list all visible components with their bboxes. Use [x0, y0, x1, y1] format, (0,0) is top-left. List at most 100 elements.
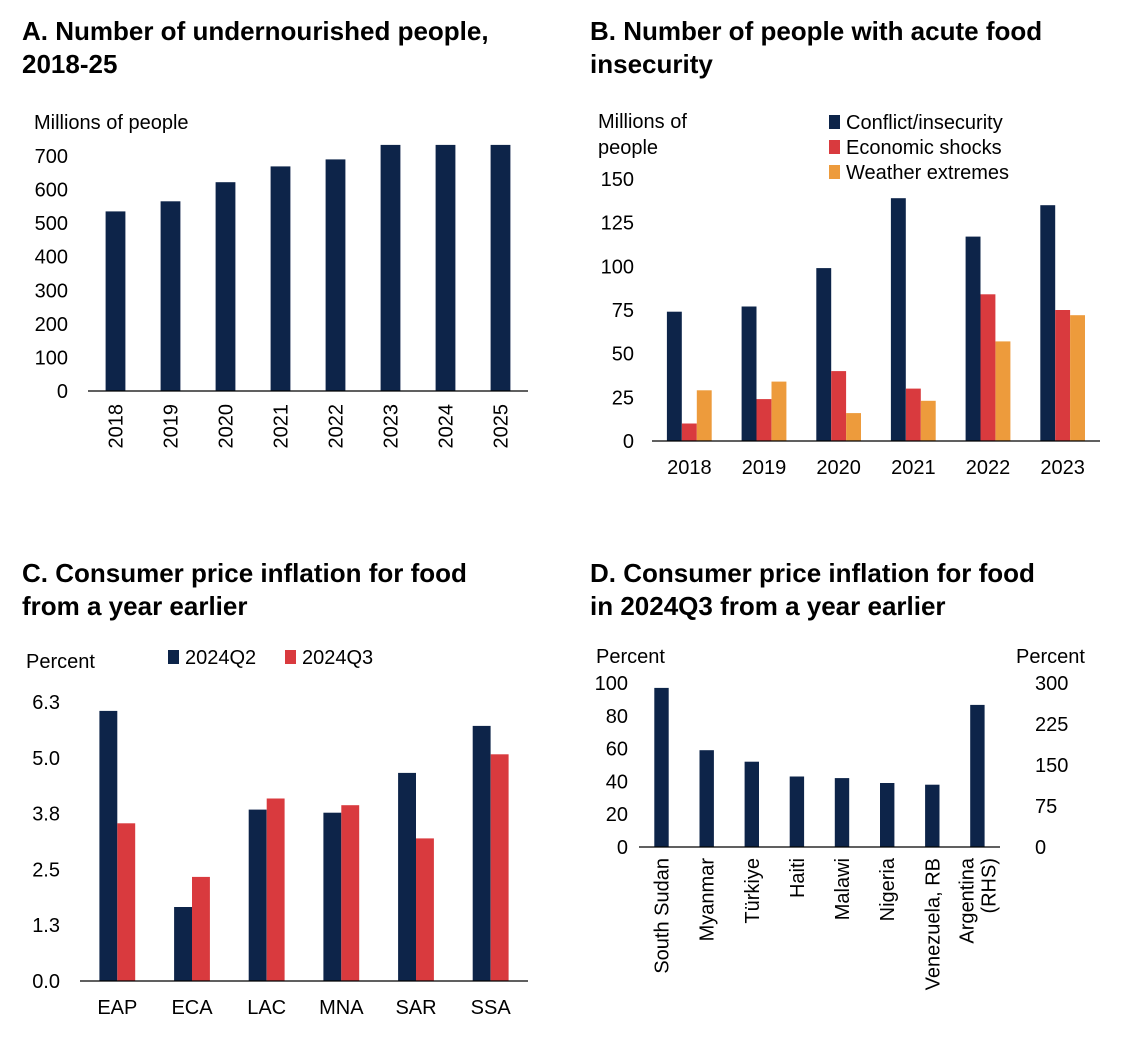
chart-c-category-label: ECA — [171, 997, 213, 1019]
chart-b-category-label: 2018 — [667, 457, 712, 479]
chart-a-bar — [435, 144, 456, 391]
chart-b-category-label: 2023 — [1040, 457, 1085, 479]
chart-b-bar — [1070, 315, 1085, 441]
chart-b-bar — [666, 311, 682, 441]
chart-d-ytick-right-label: 75 — [1035, 796, 1057, 818]
chart-b-bar — [756, 399, 772, 441]
chart-d-ytick-right-label: 150 — [1035, 755, 1068, 777]
chart-b-ylabel-line1: Millions of — [598, 111, 687, 133]
panel-a-title: A. Number of undernourished people, 2018… — [22, 15, 489, 81]
chart-b-bar — [816, 268, 832, 441]
panel-a-title-line2: 2018-25 — [22, 49, 118, 79]
chart-d-category-label: Venezuela, RB — [922, 858, 944, 990]
chart-b-bar — [995, 341, 1011, 441]
panel-b-title-line1: B. Number of people with acute food — [590, 16, 1043, 46]
panel-a-title-line1: A. Number of undernourished people, — [22, 16, 489, 46]
chart-d-category-label: Myanmar — [697, 858, 719, 942]
chart-a-ytick-label: 100 — [35, 347, 68, 369]
chart-a-category-label: 2025 — [491, 404, 513, 449]
chart-a-category-label: 2023 — [381, 404, 403, 449]
chart-d-category-label: (RHS) — [978, 858, 1000, 914]
chart-c-ytick-label: 5.0 — [32, 748, 60, 770]
chart-a-bar — [490, 144, 511, 391]
chart-b-bar — [831, 371, 847, 441]
chart-b-bar — [681, 423, 697, 441]
chart-d-ytick-right-label: 225 — [1035, 714, 1068, 736]
chart-d-category-label: Argentina — [956, 857, 978, 943]
chart-a-ytick-label: 700 — [35, 146, 68, 168]
chart-d-bar — [744, 761, 759, 847]
chart-d-category-label: Malawi — [832, 858, 854, 920]
chart-a-bar — [380, 144, 401, 391]
chart-c-legend-label: 2024Q3 — [302, 647, 373, 669]
chart-b-legend-swatch — [829, 115, 840, 129]
chart-b-ytick-label: 25 — [612, 387, 634, 409]
panel-b-title-line2: insecurity — [590, 49, 713, 79]
chart-a-category-label: 2020 — [216, 404, 238, 449]
chart-d-category-label: Türkiye — [742, 858, 764, 924]
chart-a-category-label: 2018 — [106, 404, 128, 449]
chart-b-ytick-label: 125 — [601, 213, 634, 235]
chart-c-legend-swatch — [285, 650, 296, 664]
chart-c-ylabel: Percent — [26, 651, 95, 673]
chart-c-ytick-label: 2.5 — [32, 859, 60, 881]
chart-d-ytick-right-label: 0 — [1035, 837, 1046, 859]
chart-d-ylabel-right: Percent — [1016, 646, 1085, 668]
panel-d-title: D. Consumer price inflation for food in … — [590, 557, 1035, 623]
chart-a-ytick-label: 600 — [35, 180, 68, 202]
chart-c-ytick-label: 0.0 — [32, 971, 60, 993]
chart-a-category-label: 2021 — [271, 404, 293, 449]
chart-a-bar — [325, 159, 346, 391]
chart-c-bar — [490, 754, 509, 981]
chart-d-ytick-label: 80 — [606, 706, 628, 728]
chart-a-category-label: 2022 — [326, 404, 348, 449]
chart-b-category-label: 2021 — [891, 457, 936, 479]
chart-b-ytick-label: 50 — [612, 344, 634, 366]
panel-d-title-line1: D. Consumer price inflation for food — [590, 558, 1035, 588]
chart-a-ytick-label: 400 — [35, 247, 68, 269]
chart-b-legend-label: Conflict/insecurity — [846, 112, 1003, 134]
chart-b-category-label: 2020 — [816, 457, 861, 479]
chart-d-ytick-label: 20 — [606, 804, 628, 826]
chart-b-bar — [771, 381, 787, 441]
chart-a-ytick-label: 500 — [35, 213, 68, 235]
chart-c-category-label: SSA — [471, 997, 512, 1019]
chart-c-bar — [174, 907, 192, 981]
chart-a-bar — [160, 201, 181, 391]
chart-d-bar — [970, 704, 985, 847]
chart-d-ytick-label: 60 — [606, 739, 628, 761]
chart-b-bar — [741, 306, 757, 441]
chart-b-bar — [980, 294, 996, 441]
chart-b-legend-label: Weather extremes — [846, 162, 1009, 184]
chart-c-bar — [341, 805, 360, 981]
chart-b-bar — [965, 236, 981, 441]
chart-b-legend-label: Economic shocks — [846, 137, 1002, 159]
chart-a-ytick-label: 200 — [35, 314, 68, 336]
chart-a-category-label: 2024 — [436, 404, 458, 449]
chart-d-bar — [654, 687, 669, 847]
chart-c-bar — [266, 798, 285, 981]
chart-c-category-label: SAR — [395, 997, 436, 1019]
chart-b-legend-swatch — [829, 140, 840, 154]
chart-c-category-label: EAP — [97, 997, 137, 1019]
chart-a-ytick-label: 0 — [57, 381, 68, 403]
chart-c-bar — [323, 812, 342, 981]
chart-d-category-label: Nigeria — [877, 857, 899, 921]
chart-b-category-label: 2019 — [742, 457, 787, 479]
chart-b-ytick-label: 75 — [612, 300, 634, 322]
chart-c-legend-label: 2024Q2 — [185, 647, 256, 669]
chart-a-bar — [270, 166, 291, 391]
chart-d-ylabel: Percent — [596, 646, 665, 668]
chart-d-category-label: South Sudan — [652, 858, 674, 974]
chart-a-ytick-label: 300 — [35, 280, 68, 302]
chart-c-bar — [192, 876, 210, 981]
panel-c-title: C. Consumer price inflation for food fro… — [22, 557, 467, 623]
chart-c-ytick-label: 1.3 — [32, 915, 60, 937]
chart-c-bar — [99, 710, 118, 981]
chart-c-category-label: LAC — [247, 997, 286, 1019]
chart-b-legend-swatch — [829, 165, 840, 179]
chart-c-bar — [398, 772, 416, 981]
chart-b-bar — [905, 388, 921, 441]
chart-a-ylabel: Millions of people — [34, 112, 189, 134]
